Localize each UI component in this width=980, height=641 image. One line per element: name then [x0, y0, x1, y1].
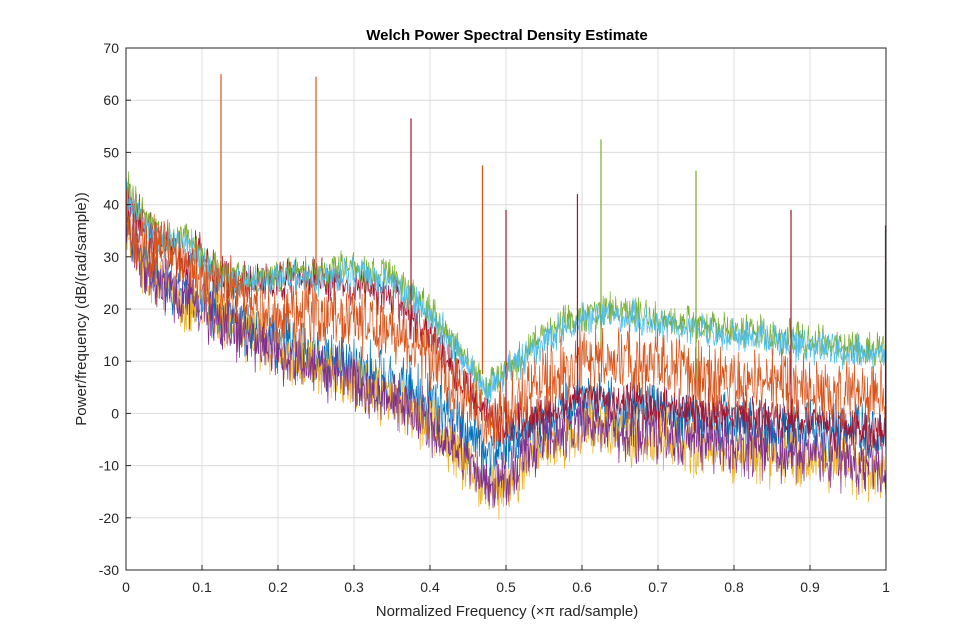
y-tick-label: 10 — [103, 353, 119, 369]
x-tick-label: 0.9 — [800, 579, 820, 595]
y-ticks: -30 -20 -10 0 10 20 30 40 50 60 70 — [99, 40, 131, 578]
y-tick-label: 20 — [103, 301, 119, 317]
x-tick-label: 0.6 — [572, 579, 592, 595]
y-tick-label: 30 — [103, 249, 119, 265]
y-tick-label: 40 — [103, 197, 119, 213]
series-line-3 — [125, 183, 887, 455]
x-tick-label: 0 — [122, 579, 130, 595]
y-tick-label: 70 — [103, 40, 119, 56]
x-axis-label: Normalized Frequency (×π rad/sample) — [376, 603, 639, 620]
x-tick-label: 0.8 — [724, 579, 744, 595]
x-tick-label: 1 — [882, 579, 890, 595]
x-ticks: 0 0.1 0.2 0.3 0.4 0.5 0.6 0.7 0.8 0.9 1 — [122, 565, 890, 595]
y-tick-label: -20 — [99, 510, 119, 526]
x-tick-label: 0.3 — [344, 579, 364, 595]
x-tick-label: 0.7 — [648, 579, 668, 595]
x-tick-label: 0.1 — [192, 579, 212, 595]
y-axis-label: Power/frequency (dB/(rad/sample)) — [73, 192, 90, 425]
x-tick-label: 0.5 — [496, 579, 516, 595]
y-tick-label: 60 — [103, 92, 119, 108]
chart-title: Welch Power Spectral Density Estimate — [366, 27, 648, 44]
y-tick-label: -30 — [99, 562, 119, 578]
x-tick-label: 0.4 — [420, 579, 440, 595]
y-tick-label: 0 — [111, 405, 119, 421]
series-line-2 — [125, 207, 887, 509]
y-tick-label: -10 — [99, 458, 119, 474]
x-tick-label: 0.2 — [268, 579, 288, 595]
y-tick-label: 50 — [103, 144, 119, 160]
